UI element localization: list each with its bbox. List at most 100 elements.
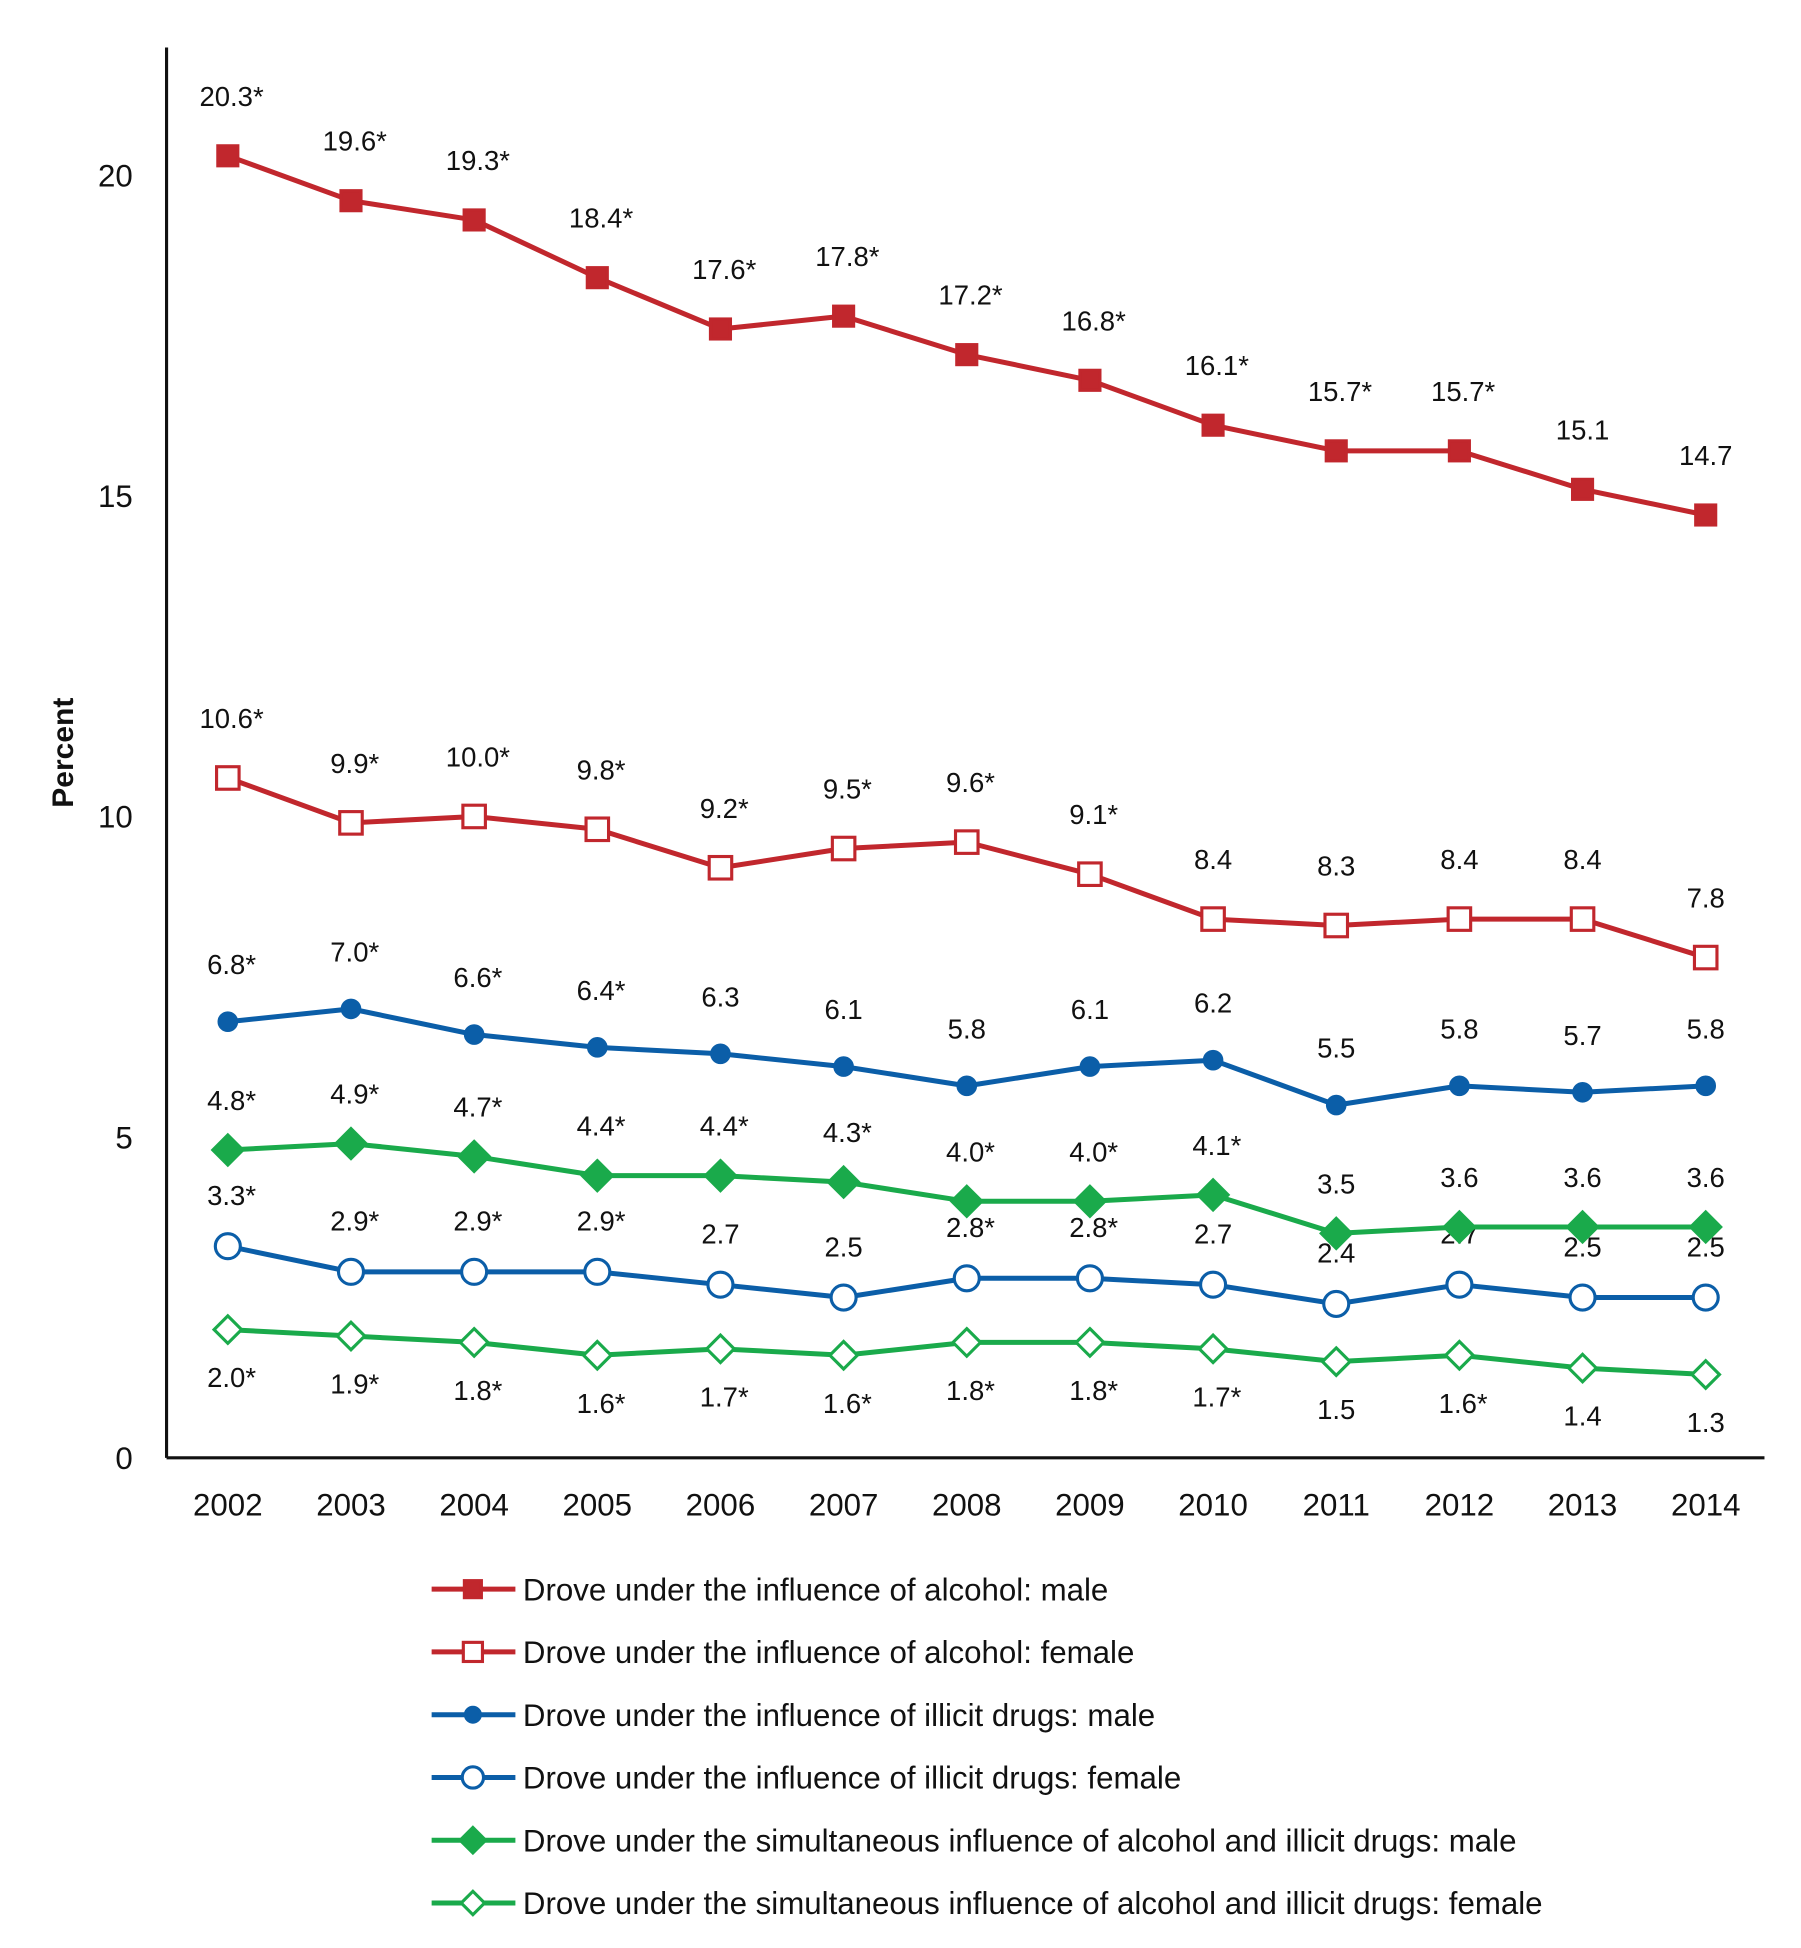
data-point (1695, 1075, 1717, 1097)
y-tick-label: 5 (115, 1120, 132, 1155)
legend-item: Drove under the influence of alcohol: fe… (431, 1635, 1134, 1670)
data-label: 10.0* (446, 741, 511, 772)
data-point (333, 1126, 369, 1161)
data-label: 9.5* (823, 774, 872, 805)
data-label: 6.1 (1071, 994, 1109, 1025)
data-point (1445, 1270, 1474, 1299)
data-label: 1.8* (1069, 1375, 1118, 1406)
data-point (1202, 1049, 1224, 1071)
data-point (827, 1339, 860, 1372)
data-point (949, 1184, 984, 1219)
data-label: 1.5 (1317, 1394, 1355, 1425)
data-label: 6.3 (701, 981, 739, 1012)
x-tick-label: 2004 (439, 1487, 509, 1522)
data-point (216, 144, 240, 168)
series-6: 2.0* 1.9* 1.8* 1.6* 1.7* 1.6* 1.8* 1.8* 1.7* 1.5 1… (207, 1313, 1725, 1438)
data-label: 2.0* (207, 1362, 256, 1393)
data-point (1072, 1184, 1108, 1219)
data-point (956, 1075, 978, 1097)
legend-marker (461, 1640, 485, 1664)
data-label: 14.7 (1679, 440, 1733, 471)
legend-item: Drove under the influence of illicit dru… (431, 1761, 1181, 1796)
data-point (458, 1326, 491, 1359)
data-point (829, 1283, 858, 1312)
data-label: 9.8* (577, 754, 626, 785)
data-label: 2.9* (453, 1206, 502, 1237)
data-point (1568, 1283, 1597, 1312)
data-label: 10.6* (199, 703, 264, 734)
data-label: 7.8 (1687, 883, 1725, 914)
data-point (1442, 1209, 1477, 1245)
data-point (950, 1326, 983, 1359)
x-tick-label: 2006 (686, 1487, 756, 1522)
data-point (217, 1011, 239, 1033)
data-label: 17.8* (815, 241, 880, 272)
data-label: 6.2 (1194, 988, 1232, 1019)
series-5: 4.8* 4.9* 4.7* 4.4* 4.4* 4.3* 4.0* 4.0* 4.1* 3.5 3… (207, 1079, 1725, 1251)
data-point (1319, 1216, 1354, 1251)
data-label: 2.7 (1194, 1218, 1232, 1249)
data-point (211, 1313, 244, 1346)
legend-marker (460, 1765, 486, 1790)
data-label: 17.2* (938, 280, 1003, 311)
data-label: 9.6* (946, 767, 995, 798)
data-point (213, 1232, 242, 1261)
data-label: 2.8* (946, 1212, 995, 1243)
data-label: 19.3* (446, 145, 511, 176)
data-label: 20.3* (199, 81, 264, 112)
data-point (1195, 1177, 1231, 1213)
x-tick-label: 2005 (563, 1487, 633, 1522)
data-label: 3.3* (207, 1180, 256, 1211)
data-point (210, 1132, 246, 1168)
legend-marker (462, 1579, 483, 1600)
data-label: 15.1 (1556, 414, 1610, 445)
legend-marker (458, 1889, 487, 1917)
data-point (955, 343, 979, 367)
data-point (335, 1320, 367, 1352)
x-tick-label: 2014 (1671, 1487, 1741, 1522)
data-point (703, 1158, 738, 1193)
data-point (336, 1257, 366, 1286)
data-point (833, 1056, 854, 1077)
data-point (952, 1264, 981, 1293)
data-point (1694, 503, 1718, 527)
data-point (463, 1024, 485, 1045)
x-tick-label: 2008 (932, 1487, 1002, 1522)
data-point (338, 810, 364, 836)
data-label: 9.1* (1069, 799, 1118, 830)
data-label: 6.8* (207, 949, 256, 980)
data-point (1199, 1270, 1228, 1299)
data-point (704, 1332, 737, 1365)
axes: 0 5 10 15 20 2002 2003 2004 2005 2006 2007 2008 2009… (98, 47, 1765, 1522)
legend-label: Drove under the influence of illicit dru… (523, 1698, 1155, 1733)
legend-item: Drove under the simultaneous influence o… (431, 1886, 1543, 1921)
data-point (1197, 1332, 1230, 1365)
data-point (1692, 944, 1719, 971)
data-label: 19.6* (323, 126, 388, 157)
data-point (1566, 1352, 1599, 1385)
data-label: 4.4* (700, 1111, 749, 1142)
data-label: 9.9* (330, 748, 379, 779)
y-tick-label: 0 (115, 1441, 132, 1476)
data-label: 3.6 (1687, 1162, 1725, 1193)
data-point (1075, 1264, 1104, 1293)
data-point (584, 816, 611, 843)
data-point (1691, 1283, 1720, 1312)
y-tick-label: 20 (98, 158, 133, 193)
y-tick-label: 15 (98, 479, 133, 514)
series-line (226, 153, 1707, 518)
data-point (707, 854, 734, 881)
data-label: 2.5 (824, 1231, 862, 1262)
series-3: 6.8* 7.0* 6.6* 6.4* 6.3 6.1 5.8 6.1 6.2 5.5 5.8 5.7… (207, 936, 1725, 1116)
data-point (1569, 906, 1596, 932)
data-point (1200, 906, 1226, 932)
legend-label: Drove under the influence of alcohol: ma… (523, 1572, 1108, 1607)
data-label: 2.7 (701, 1218, 739, 1249)
data-point (586, 1037, 608, 1058)
data-label: 1.8* (946, 1375, 995, 1406)
data-point (580, 1158, 615, 1193)
legend-item: Drove under the influence of alcohol: ma… (431, 1572, 1108, 1607)
data-label: 2.8* (1069, 1212, 1118, 1243)
data-label: 15.7* (1431, 376, 1496, 407)
